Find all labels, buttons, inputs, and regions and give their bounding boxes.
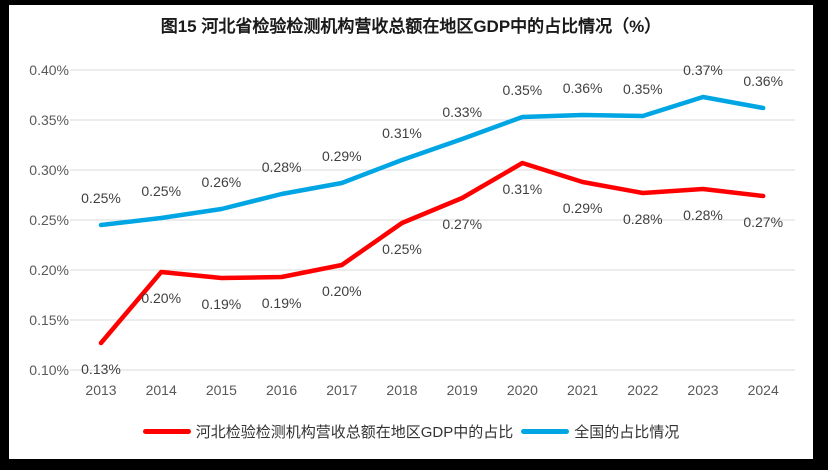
y-tick-label: 0.35%	[29, 112, 69, 128]
data-label: 0.31%	[382, 125, 422, 141]
y-tick-label: 0.25%	[29, 212, 69, 228]
data-label: 0.37%	[683, 62, 723, 78]
x-tick-label: 2021	[567, 382, 598, 398]
data-label: 0.19%	[202, 296, 242, 312]
data-label: 0.13%	[81, 361, 121, 377]
data-label: 0.28%	[262, 159, 302, 175]
data-label: 0.33%	[442, 104, 482, 120]
x-tick-label: 2013	[85, 382, 116, 398]
legend: 河北检验检测机构营收总额在地区GDP中的占比 全国的占比情况	[9, 421, 813, 442]
data-label: 0.29%	[563, 200, 603, 216]
x-tick-label: 2018	[386, 382, 417, 398]
legend-swatch-blue-line-icon	[521, 429, 570, 434]
y-tick-label: 0.10%	[29, 362, 69, 378]
x-tick-label: 2019	[447, 382, 478, 398]
series-line-0	[98, 160, 766, 346]
legend-swatch-red-line-icon	[142, 429, 191, 434]
data-label: 0.31%	[503, 181, 543, 197]
legend-label-national: 全国的占比情况	[574, 424, 680, 441]
data-label: 0.36%	[743, 73, 783, 89]
x-tick-label: 2024	[748, 382, 779, 398]
data-label: 0.27%	[442, 216, 482, 232]
data-label: 0.20%	[141, 290, 181, 306]
x-tick-label: 2022	[627, 382, 658, 398]
data-label: 0.36%	[563, 80, 603, 96]
legend-item-hebei: 河北检验检测机构营收总额在地区GDP中的占比	[142, 421, 514, 442]
data-label: 0.29%	[322, 148, 362, 164]
data-label: 0.27%	[743, 214, 783, 230]
x-tick-label: 2014	[146, 382, 177, 398]
x-tick-label: 2023	[687, 382, 718, 398]
chart-title: 图15 河北省检验检测机构营收总额在地区GDP中的占比情况（%）	[160, 17, 662, 36]
data-label: 0.35%	[503, 82, 543, 98]
y-tick-label: 0.15%	[29, 312, 69, 328]
y-tick-label: 0.20%	[29, 262, 69, 278]
x-tick-label: 2016	[266, 382, 297, 398]
data-label: 0.25%	[81, 190, 121, 206]
data-label: 0.20%	[322, 283, 362, 299]
x-tick-label: 2017	[326, 382, 357, 398]
data-label: 0.25%	[382, 241, 422, 257]
legend-label-hebei: 河北检验检测机构营收总额在地区GDP中的占比	[195, 424, 514, 441]
data-label: 0.26%	[202, 174, 242, 190]
data-label: 0.35%	[623, 81, 663, 97]
data-label: 0.25%	[141, 183, 181, 199]
legend-item-national: 全国的占比情况	[521, 421, 679, 442]
x-tick-label: 2015	[206, 382, 237, 398]
data-label: 0.28%	[623, 211, 663, 227]
y-tick-label: 0.30%	[29, 162, 69, 178]
chart-panel	[9, 5, 813, 459]
data-label: 0.28%	[683, 207, 723, 223]
data-label: 0.19%	[262, 295, 302, 311]
y-tick-label: 0.40%	[29, 62, 69, 78]
x-tick-label: 2020	[507, 382, 538, 398]
series-line-1	[98, 94, 766, 228]
